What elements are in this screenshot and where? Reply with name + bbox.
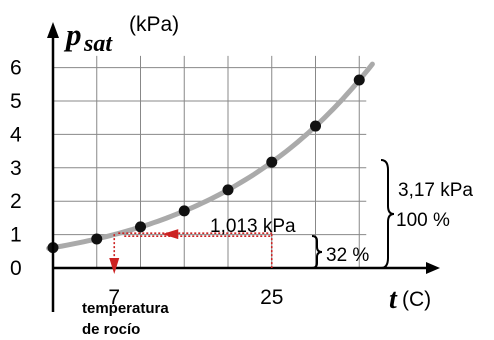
dew-pressure-label: 1,013 kPa: [210, 216, 296, 237]
data-points: [47, 74, 365, 254]
dew-label-line2: de rocío: [82, 321, 140, 338]
hundred-percent-label: 100 %: [396, 210, 450, 231]
y-tick-labels: 0 1 2 3 4 5 6: [10, 57, 22, 280]
data-point: [266, 156, 278, 168]
y-tick-label: 4: [10, 123, 22, 146]
data-point: [353, 74, 365, 86]
y-axis-arrow: [47, 22, 59, 38]
data-point: [91, 233, 103, 245]
dew-label-line1: temperatura: [82, 300, 169, 317]
x-tick-label: 7: [108, 286, 120, 309]
x-axis-arrow: [426, 262, 440, 274]
y-tick-label: 6: [10, 57, 22, 80]
x-tick-labels: 7 25: [108, 286, 283, 309]
relative-humidity-label: 32 %: [326, 245, 369, 266]
x-axis-unit: (C): [402, 288, 431, 311]
y-tick-label: 3: [10, 157, 22, 180]
data-point: [222, 184, 234, 196]
data-point: [310, 120, 321, 132]
brace-32-icon: [311, 235, 323, 269]
saturation-pressure-label: 3,17 kPa: [398, 180, 473, 201]
arrow-left-icon: [162, 229, 179, 240]
x-tick-label: 25: [260, 286, 283, 309]
y-tick-label: 1: [10, 224, 22, 247]
y-tick-label: 0: [10, 257, 22, 280]
data-point: [135, 221, 146, 233]
arrow-down-icon: [109, 258, 120, 274]
y-axis-unit: (kPa): [129, 13, 179, 36]
brace-100-icon: [380, 159, 395, 269]
dew-point-construction: [109, 229, 273, 274]
y-tick-label: 2: [10, 190, 22, 213]
y-axis-subscript: sat: [83, 31, 113, 57]
y-axis-symbol: p: [63, 17, 82, 52]
x-axis-symbol: t: [389, 284, 398, 315]
data-point: [178, 205, 190, 217]
y-tick-label: 5: [10, 90, 22, 113]
